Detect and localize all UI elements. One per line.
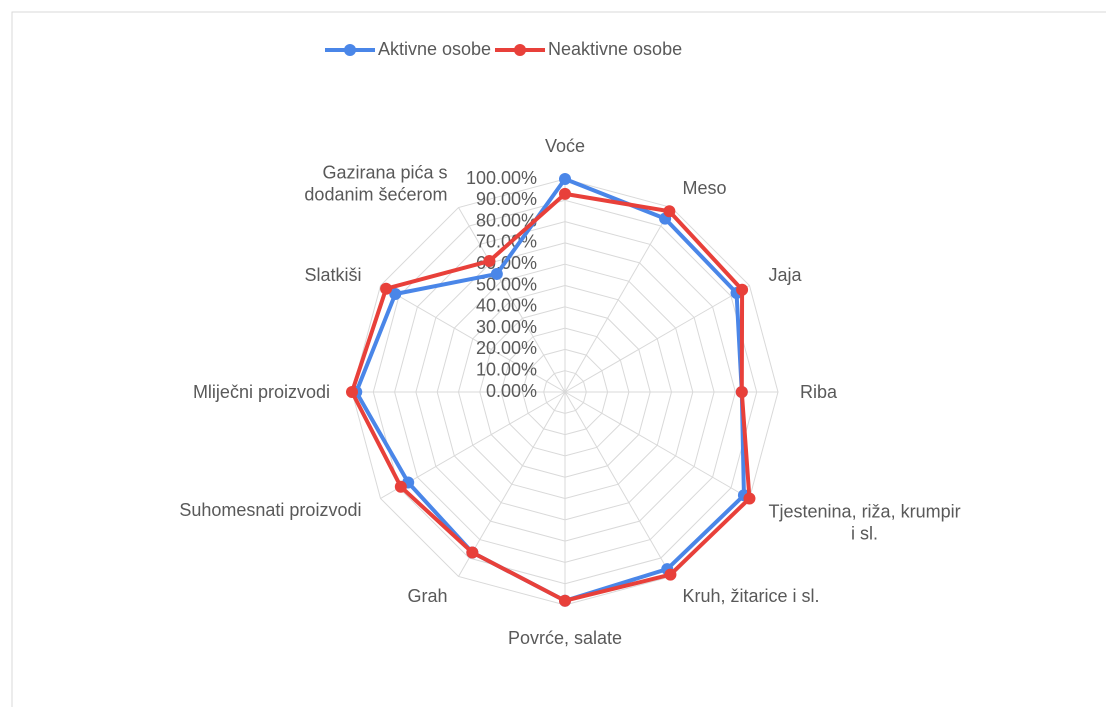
category-label: Tjestenina, riža, krumpir i sl. xyxy=(768,500,961,543)
data-point xyxy=(743,492,756,505)
category-label: Slatkiši xyxy=(304,264,362,285)
spoke xyxy=(564,391,672,577)
data-point xyxy=(736,283,749,296)
y-tick-label: 20.00% xyxy=(476,338,537,358)
data-point xyxy=(466,546,479,559)
category-label: Grah xyxy=(407,585,448,606)
data-point xyxy=(346,386,358,398)
data-point xyxy=(664,568,677,581)
data-point xyxy=(483,255,496,268)
spoke xyxy=(564,285,750,393)
legend-label: Aktivne osobe xyxy=(378,39,492,59)
category-label: Suhomesnati proizvodi xyxy=(179,499,362,520)
y-tick-label: 50.00% xyxy=(476,274,537,294)
category-label: Riba xyxy=(800,382,838,402)
legend-marker xyxy=(514,44,526,56)
legend-marker xyxy=(344,44,356,56)
category-label: Kruh, žitarice i sl. xyxy=(682,585,820,606)
data-point xyxy=(663,205,676,218)
data-point xyxy=(490,267,503,280)
spoke xyxy=(564,391,750,499)
legend-label: Neaktivne osobe xyxy=(548,39,683,59)
chart-border xyxy=(11,11,1106,707)
y-tick-label: 30.00% xyxy=(476,317,537,337)
category-label: Meso xyxy=(682,178,727,199)
spoke xyxy=(380,285,566,393)
category-label: Gazirana pića s dodanim šećerom xyxy=(304,163,448,206)
y-tick-label: 70.00% xyxy=(476,232,537,252)
data-point xyxy=(380,282,393,295)
data-point xyxy=(394,480,407,493)
data-point xyxy=(559,594,571,607)
spoke xyxy=(458,207,566,393)
spoke xyxy=(458,391,566,577)
y-tick-label: 10.00% xyxy=(476,359,537,379)
category-label: Voće xyxy=(544,136,586,156)
data-point xyxy=(389,288,402,301)
category-label: Mliječni proizvodi xyxy=(192,382,330,402)
category-label: Jaja xyxy=(768,264,802,285)
data-point xyxy=(735,386,748,398)
y-tick-label: 0.00% xyxy=(486,381,537,401)
spoke xyxy=(564,207,672,393)
data-point xyxy=(559,173,571,185)
category-label: Povrće, salate xyxy=(507,628,623,648)
y-tick-label: 90.00% xyxy=(476,189,537,209)
y-tick-label: 80.00% xyxy=(476,210,537,230)
data-point xyxy=(559,187,571,200)
y-tick-label: 100.00% xyxy=(466,168,537,188)
y-tick-label: 40.00% xyxy=(476,296,537,316)
